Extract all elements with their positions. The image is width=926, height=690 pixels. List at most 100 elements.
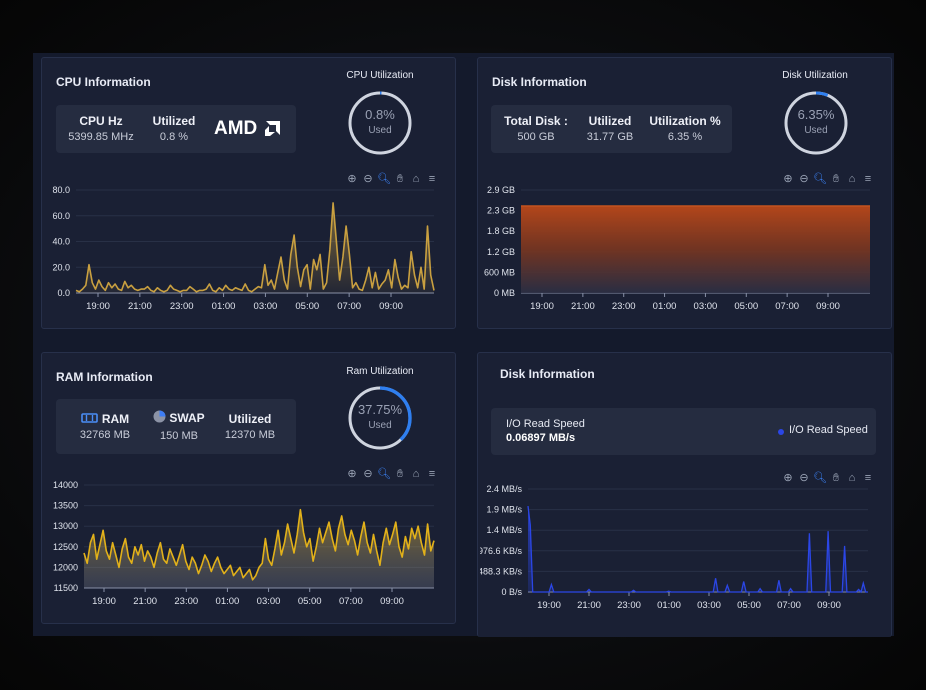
zoom-out-icon[interactable]: ⊖: [363, 468, 373, 480]
disk-pct-label: Utilization %: [649, 114, 721, 128]
io-y-tick-label: 0 B/s: [501, 587, 522, 597]
cpu-x-tick-label: 23:00: [170, 301, 194, 312]
disk-y-tick-label: 2.9 GB: [487, 185, 515, 195]
selection-zoom-icon[interactable]: 🔍︎: [813, 472, 827, 484]
legend-dot-icon: [778, 429, 784, 435]
cpu-util-label: Utilized: [152, 114, 196, 128]
ram-x-tick-label: 01:00: [216, 596, 240, 607]
io-x-tick-label: 07:00: [777, 600, 801, 611]
cpu-x-tick-label: 01:00: [212, 301, 236, 312]
disk-y-tick-label: 1.8 GB: [487, 226, 515, 236]
ram-label-row: RAM: [70, 412, 140, 426]
ram-series-line: [83, 508, 435, 581]
io-x-tick-label: 23:00: [617, 600, 641, 611]
cpu-chart: 80.0 60.0 40.0 20.0 0.0 19:00 21:00 23:00 01:00 0…: [52, 185, 435, 312]
selection-zoom-icon[interactable]: 🔍︎: [377, 173, 391, 185]
reset-home-icon[interactable]: ⌂: [412, 468, 420, 480]
cpu-util-stat: Utilized 0.8 %: [148, 114, 200, 143]
disk-x-tick-label: 23:00: [612, 301, 636, 312]
zoom-out-icon[interactable]: ⊖: [799, 173, 809, 185]
cpu-x-tick-label: 21:00: [128, 301, 152, 312]
disk-stats-box: Total Disk : 500 GB Utilized 31.77 GB Ut…: [491, 105, 732, 153]
ram-util-label: Utilized: [228, 412, 272, 426]
reset-home-icon[interactable]: ⌂: [412, 173, 420, 185]
disk-util-value: 31.77 GB: [586, 131, 634, 143]
disk-gauge-percent: 6.35%: [797, 107, 835, 122]
selection-zoom-icon[interactable]: 🔍︎: [813, 173, 827, 185]
zoom-out-icon[interactable]: ⊖: [363, 173, 373, 185]
io-stats-box: I/O Read Speed 0.06897 MB/s I/O Read Spe…: [491, 408, 876, 455]
pan-hand-icon[interactable]: ✋︎: [832, 173, 840, 185]
cpu-x-tick-label: 09:00: [379, 301, 403, 312]
disk-x-tick-label: 01:00: [653, 301, 677, 312]
disk-y-tick-label: 0 MB: [494, 288, 515, 298]
ram-x-tick-label: 09:00: [380, 596, 404, 607]
reset-home-icon[interactable]: ⌂: [848, 472, 856, 484]
disk-x-tick-label: 21:00: [571, 301, 595, 312]
ram-gauge-title: Ram Utilization: [346, 366, 414, 377]
amd-logo: AMD: [214, 118, 258, 139]
ram-gauge-used-label: Used: [368, 420, 392, 431]
menu-icon[interactable]: ≡: [428, 173, 436, 185]
menu-icon[interactable]: ≡: [428, 468, 436, 480]
disk-total-label: Total Disk :: [504, 114, 568, 128]
cpu-util-value: 0.8 %: [159, 131, 189, 143]
swap-label: SWAP: [169, 411, 205, 425]
disk-x-tick-label: 05:00: [734, 301, 758, 312]
io-y-tick-label: 976.6 KB/s: [480, 546, 522, 556]
io-y-tick-label: 1.4 MB/s: [486, 525, 522, 535]
ram-x-tick-label: 05:00: [298, 596, 322, 607]
zoom-out-icon[interactable]: ⊖: [799, 472, 809, 484]
pan-hand-icon[interactable]: ✋︎: [832, 472, 840, 484]
io-x-tick-label: 03:00: [697, 600, 721, 611]
ram-y-tick-label: 12000: [53, 562, 78, 572]
ram-chart: 14000 13500 13000 12500 12000 11500 19:00 21:00…: [53, 480, 435, 607]
cpu-series-line: [75, 202, 435, 293]
disk-util-stat: Utilized 31.77 GB: [583, 114, 637, 143]
io-panel: [477, 352, 892, 637]
ram-y-tick-label: 12500: [53, 542, 78, 552]
ram-utilization-gauge: 37.75% Used: [346, 384, 414, 452]
ram-x-tick-label: 23:00: [174, 596, 198, 607]
io-y-tick-label: 1.9 MB/s: [486, 505, 522, 515]
disk-y-tick-label: 2.3 GB: [487, 206, 515, 216]
cpu-utilization-gauge: 0.8% Used: [346, 89, 414, 157]
ram-label: RAM: [101, 412, 130, 426]
ram-x-tick-label: 07:00: [339, 596, 363, 607]
ram-y-tick-label: 13000: [53, 521, 78, 531]
disk-x-tick-label: 19:00: [530, 301, 554, 312]
ram-y-tick-label: 14000: [53, 480, 78, 490]
ram-x-tick-label: 21:00: [133, 596, 157, 607]
io-x-tick-label: 09:00: [817, 600, 841, 611]
zoom-in-icon[interactable]: ⊕: [783, 173, 793, 185]
disk-utilization-gauge: 6.35% Used: [782, 89, 850, 157]
reset-home-icon[interactable]: ⌂: [848, 173, 856, 185]
cpu-gauge-fill: [348, 91, 412, 155]
cpu-y-tick-label: 0.0: [57, 288, 70, 298]
memory-chip-icon: [81, 413, 98, 423]
cpu-x-tick-label: 19:00: [86, 301, 110, 312]
io-read-label: I/O Read Speed: [506, 418, 585, 430]
disk-x-tick-label: 07:00: [775, 301, 799, 312]
menu-icon[interactable]: ≡: [864, 472, 872, 484]
zoom-in-icon[interactable]: ⊕: [347, 468, 357, 480]
io-x-tick-label: 01:00: [657, 600, 681, 611]
disk-pct-value: 6.35 %: [667, 131, 703, 143]
zoom-in-icon[interactable]: ⊕: [783, 472, 793, 484]
io-chart: 2.4 MB/s 1.9 MB/s 1.4 MB/s 976.6 KB/s 488.3 …: [480, 484, 868, 611]
cpu-gauge-title: CPU Utilization: [346, 70, 414, 81]
cpu-y-tick-label: 80.0: [52, 185, 70, 195]
pan-hand-icon[interactable]: ✋︎: [396, 173, 404, 185]
ram-stats-box: RAM 32768 MB SWAP 150 MB Utilized 12370 …: [56, 399, 296, 454]
cpu-y-tick-label: 40.0: [52, 237, 70, 247]
menu-icon[interactable]: ≡: [864, 173, 872, 185]
io-y-tick-label: 488.3 KB/s: [480, 566, 522, 576]
cpu-area: [76, 202, 434, 293]
io-legend-label[interactable]: I/O Read Speed: [789, 424, 868, 436]
selection-zoom-icon[interactable]: 🔍︎: [377, 468, 391, 480]
disk-x-tick-label: 03:00: [694, 301, 718, 312]
zoom-in-icon[interactable]: ⊕: [347, 173, 357, 185]
io-read-value: 0.06897 MB/s: [506, 432, 576, 444]
io-x-tick-label: 19:00: [537, 600, 561, 611]
pan-hand-icon[interactable]: ✋︎: [396, 468, 404, 480]
